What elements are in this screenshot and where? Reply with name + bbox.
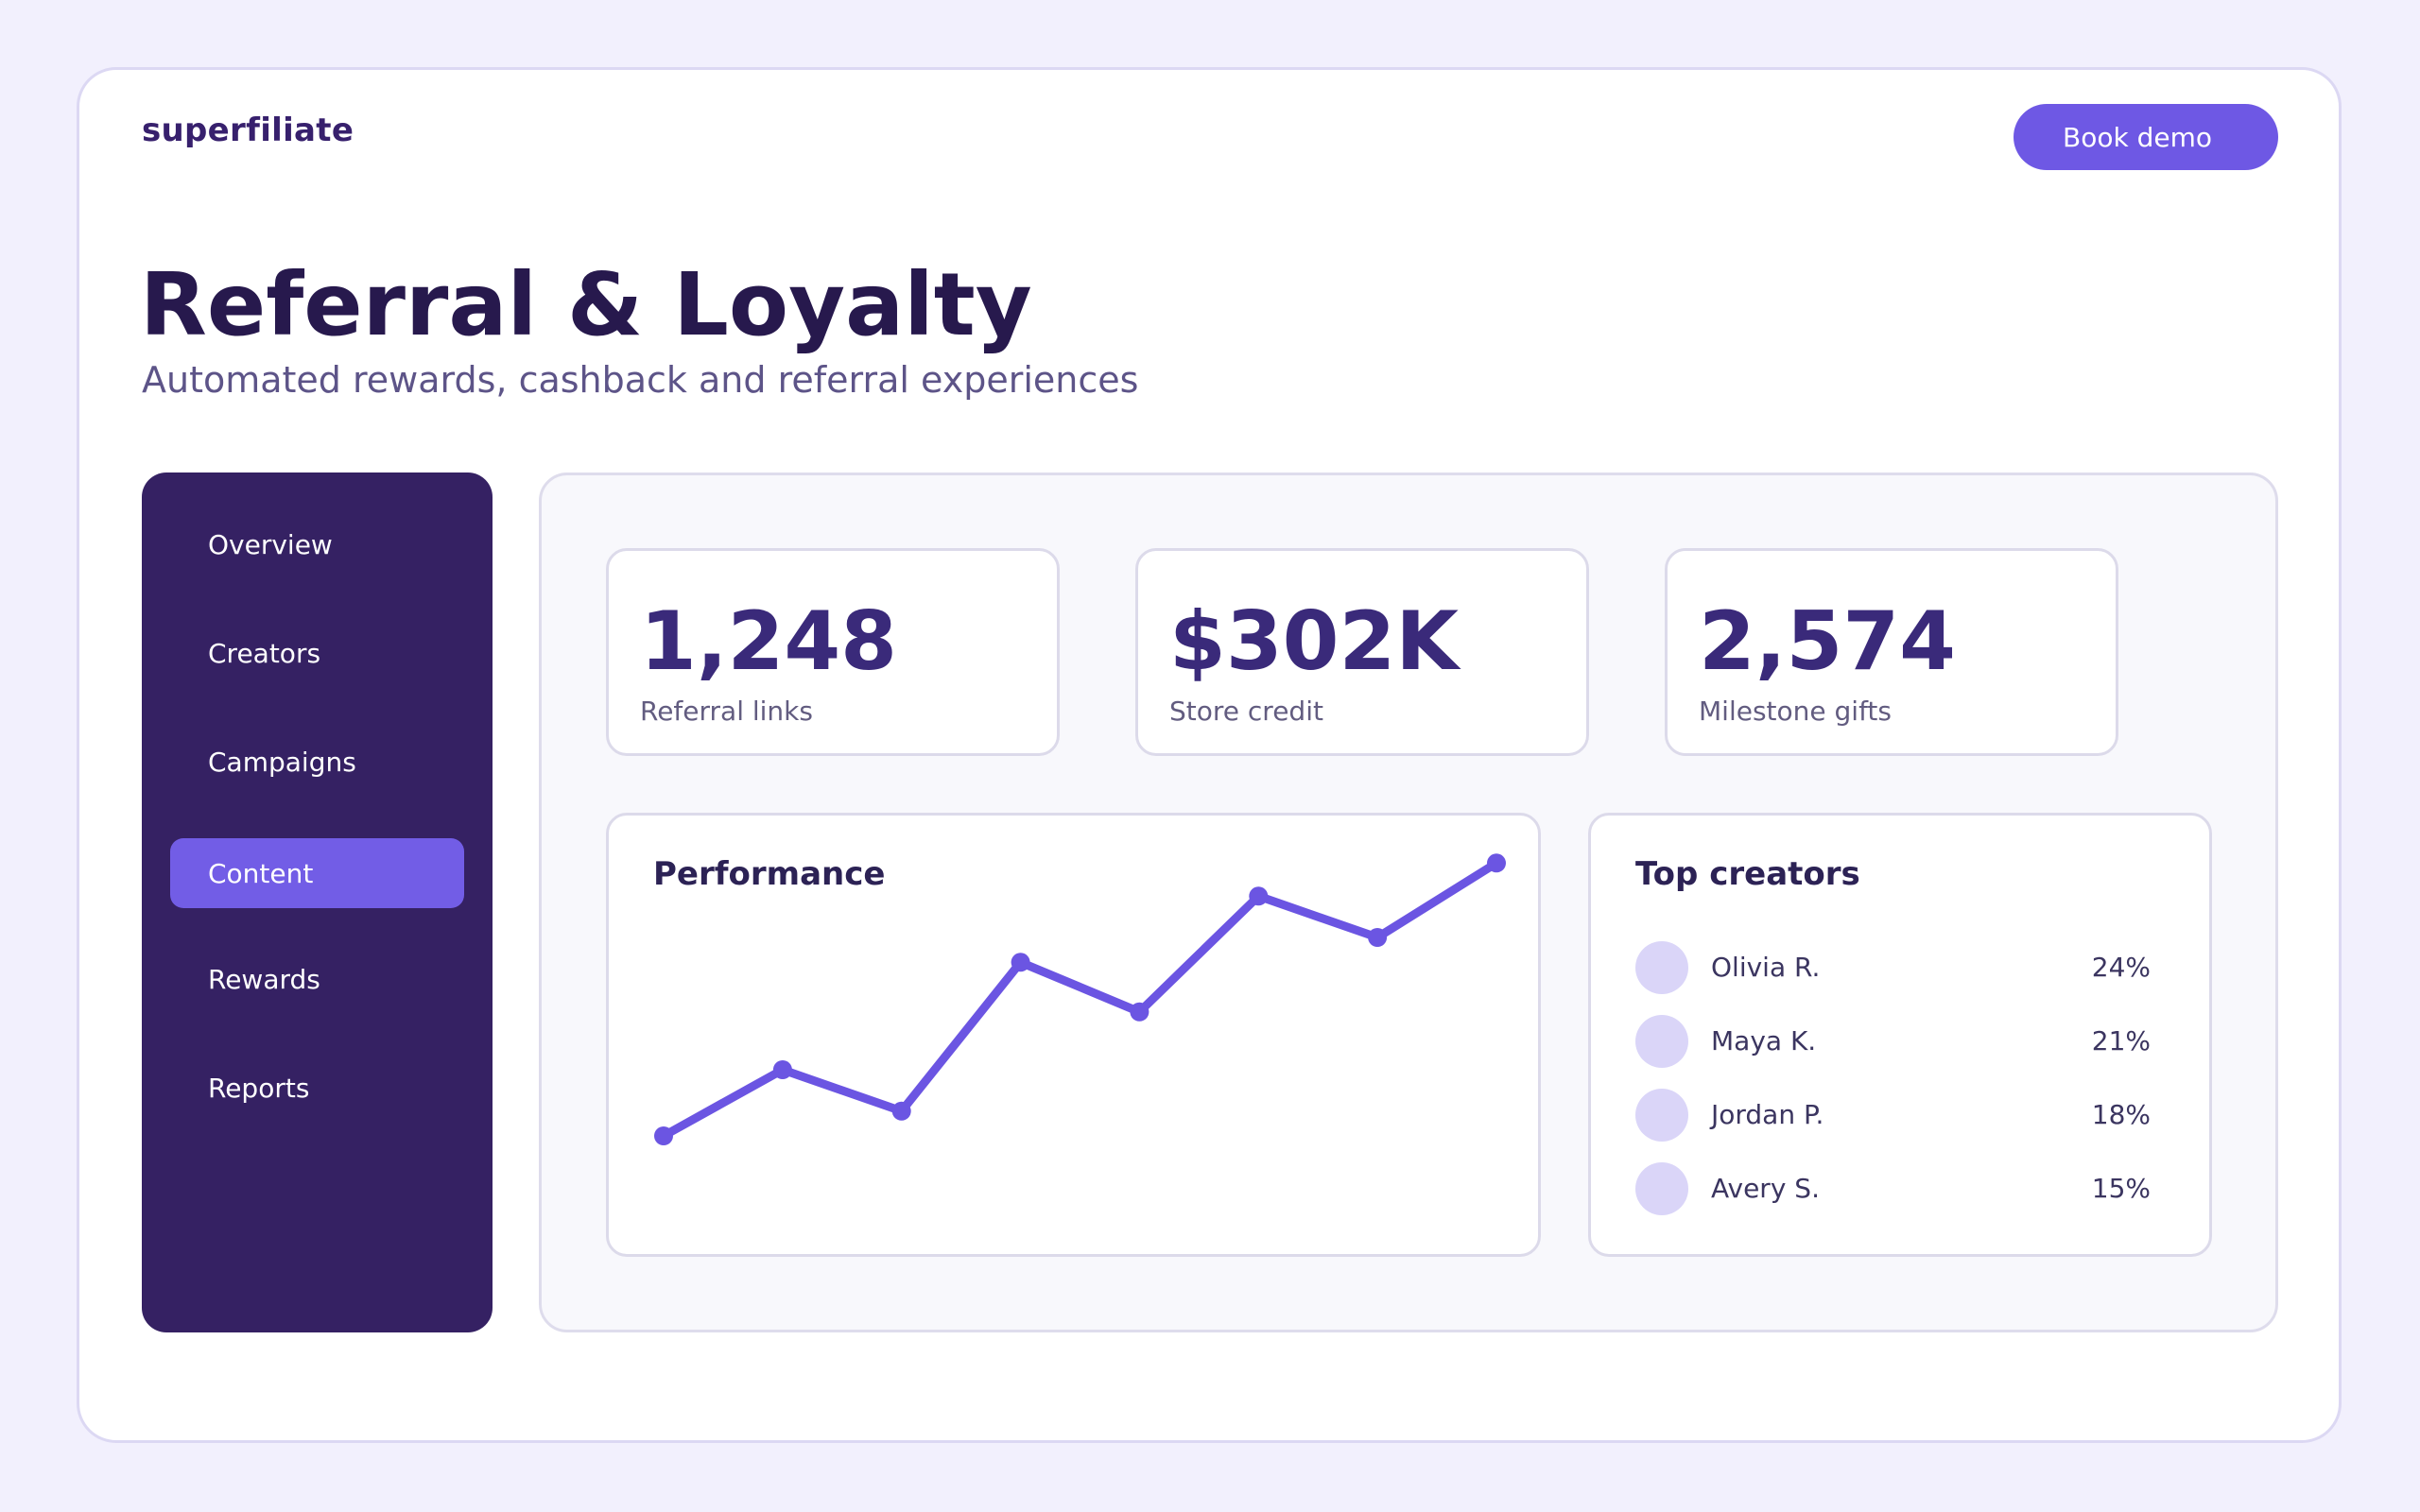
stat-value: 1,248: [640, 594, 898, 689]
performance-data-point: [1368, 928, 1388, 947]
performance-data-point: [1249, 886, 1269, 906]
performance-data-point: [772, 1060, 792, 1079]
performance-data-point: [1487, 853, 1506, 873]
performance-data-point: [1130, 1002, 1150, 1022]
creator-share: 18%: [2091, 1099, 2151, 1130]
sidebar-item-campaigns[interactable]: Campaigns: [170, 727, 464, 797]
stat-label: Referral links: [640, 696, 813, 727]
sidebar-item-rewards[interactable]: Rewards: [170, 944, 464, 1014]
performance-title: Performance: [653, 855, 886, 893]
avatar: [1635, 941, 1688, 994]
creator-row[interactable]: Maya K. 21%: [1635, 1013, 2151, 1070]
sidebar-item-label: Creators: [208, 637, 321, 669]
sidebar-item-label: Overview: [208, 528, 333, 560]
stat-value: 2,574: [1699, 594, 1957, 689]
performance-card: Performance: [606, 813, 1541, 1257]
avatar: [1635, 1089, 1688, 1142]
top-creators-title: Top creators: [1635, 855, 1860, 893]
sidebar-item-label: Content: [208, 857, 314, 889]
stat-label: Store credit: [1169, 696, 1323, 727]
brand-logo[interactable]: superfiliate: [142, 112, 354, 149]
performance-data-point: [891, 1101, 911, 1121]
sidebar: Overview Creators Campaigns Content Rewa…: [142, 472, 493, 1332]
stat-card-store-credit: $302K Store credit: [1135, 548, 1589, 756]
sidebar-item-label: Reports: [208, 1072, 310, 1104]
sidebar-item-content[interactable]: Content: [170, 838, 464, 908]
creator-name: Olivia R.: [1711, 952, 1821, 983]
creator-share: 21%: [2091, 1025, 2151, 1057]
stat-value: $302K: [1169, 594, 1459, 689]
sidebar-item-label: Rewards: [208, 963, 320, 995]
avatar: [1635, 1015, 1688, 1068]
performance-line-chart: [654, 853, 1506, 1145]
book-demo-button[interactable]: Book demo: [2014, 104, 2278, 170]
creator-row[interactable]: Olivia R. 24%: [1635, 939, 2151, 996]
page-title: Referral & Loyalty: [140, 254, 1032, 355]
avatar: [1635, 1162, 1688, 1215]
creator-name: Avery S.: [1711, 1173, 1820, 1204]
creator-name: Jordan P.: [1711, 1099, 1824, 1130]
performance-series-line: [659, 858, 1501, 1141]
creator-name: Maya K.: [1711, 1025, 1817, 1057]
performance-data-point: [654, 1126, 673, 1145]
performance-data-point: [1011, 953, 1030, 972]
creator-row[interactable]: Jordan P. 18%: [1635, 1087, 2151, 1143]
stat-label: Milestone gifts: [1699, 696, 1892, 727]
top-creators-card: Top creators Olivia R. 24% Maya K. 21% J…: [1588, 813, 2212, 1257]
sidebar-item-label: Campaigns: [208, 746, 356, 778]
stat-card-referral-links: 1,248 Referral links: [606, 548, 1060, 756]
creator-row[interactable]: Avery S. 15%: [1635, 1160, 2151, 1217]
creator-share: 15%: [2091, 1173, 2151, 1204]
sidebar-item-creators[interactable]: Creators: [170, 618, 464, 688]
sidebar-item-overview[interactable]: Overview: [170, 509, 464, 579]
creator-share: 24%: [2091, 952, 2151, 983]
page-subtitle: Automated rewards, cashback and referral…: [142, 359, 1139, 401]
stat-card-milestone-gifts: 2,574 Milestone gifts: [1665, 548, 2118, 756]
sidebar-item-reports[interactable]: Reports: [170, 1053, 464, 1123]
